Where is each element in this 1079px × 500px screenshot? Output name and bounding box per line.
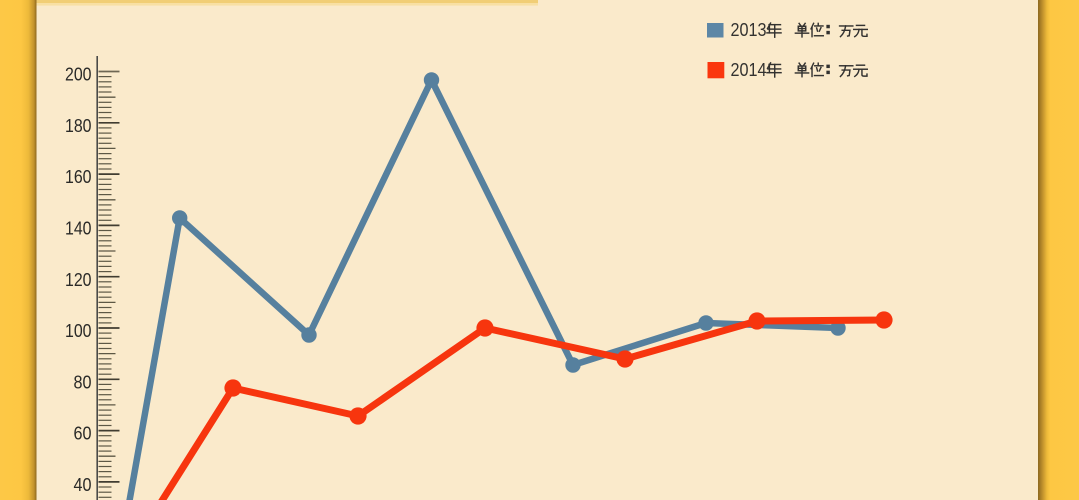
svg-text:120: 120	[65, 270, 92, 290]
svg-text:60: 60	[74, 424, 92, 444]
svg-text:200: 200	[65, 65, 92, 85]
svg-text:2014: 2014	[731, 60, 767, 80]
svg-text:140: 140	[65, 219, 92, 239]
svg-text:80: 80	[74, 372, 92, 392]
svg-text:160: 160	[65, 167, 92, 187]
svg-text:180: 180	[65, 116, 92, 136]
svg-text:2013: 2013	[731, 20, 767, 40]
svg-text:40: 40	[74, 475, 92, 495]
svg-text:100: 100	[65, 321, 92, 341]
